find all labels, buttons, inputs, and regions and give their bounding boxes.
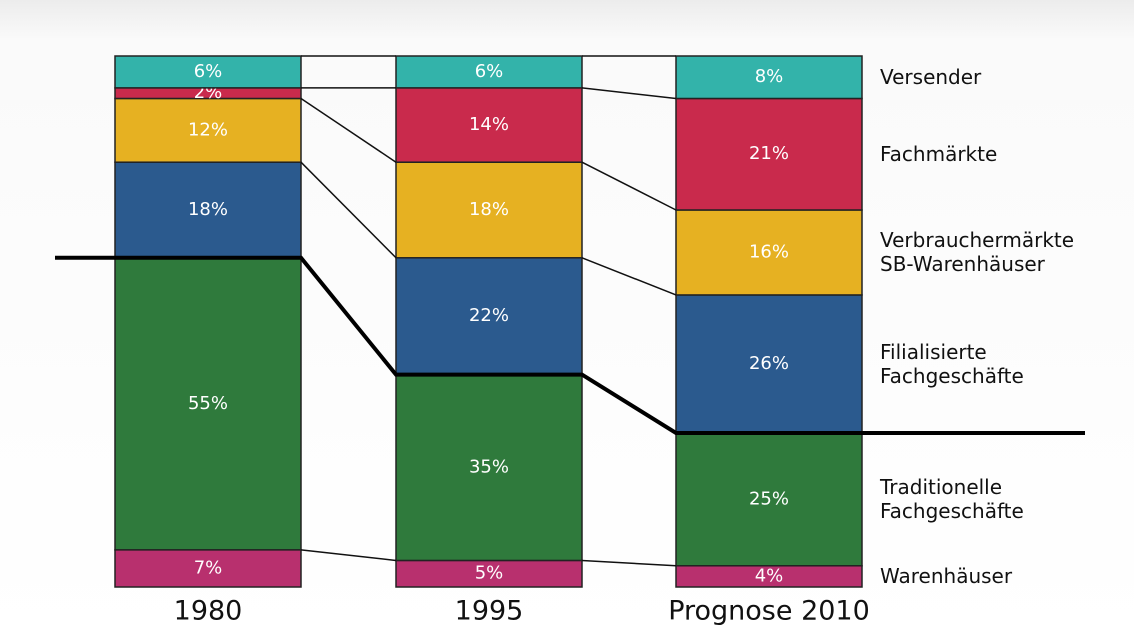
connector xyxy=(300,161,397,259)
bar-segment xyxy=(395,87,583,163)
value-label: 25% xyxy=(749,488,789,509)
value-label: 6% xyxy=(194,61,223,82)
connector xyxy=(581,257,677,296)
bar-segment xyxy=(675,432,863,567)
bar-segment xyxy=(675,97,863,211)
bar-segment xyxy=(675,294,863,434)
connector xyxy=(300,549,397,562)
bar-segment xyxy=(114,97,302,163)
value-label: 5% xyxy=(475,563,504,584)
value-label: 55% xyxy=(188,393,228,414)
bar-segment xyxy=(395,161,583,259)
legend-entry: Verbrauchermärkte SB-Warenhäuser xyxy=(880,228,1075,277)
value-label: 8% xyxy=(755,66,784,87)
connector xyxy=(300,97,397,163)
value-label: 26% xyxy=(749,353,789,374)
value-label: 6% xyxy=(475,61,504,82)
bar-segment xyxy=(395,55,583,89)
value-label: 7% xyxy=(194,557,223,578)
legend-entry: Fachmärkte xyxy=(880,142,998,167)
legend-entry: Filialisierte Fachgeschäfte xyxy=(880,339,1024,388)
bar-segment xyxy=(114,257,302,551)
x-tick-label: Prognose 2010 xyxy=(668,596,870,627)
value-label: 35% xyxy=(469,457,509,478)
connector xyxy=(581,87,677,100)
x-tick-label: 1980 xyxy=(174,596,243,627)
bar-segment xyxy=(395,373,583,562)
value-label: 12% xyxy=(188,119,228,140)
value-label: 18% xyxy=(469,199,509,220)
value-label: 22% xyxy=(469,305,509,326)
value-label: 4% xyxy=(755,565,784,586)
legend-entry: Versender xyxy=(880,65,982,90)
bar-segment xyxy=(114,549,302,588)
highlight-boundary xyxy=(55,255,1085,436)
connector xyxy=(581,161,677,211)
value-label: 16% xyxy=(749,241,789,262)
bar-segment xyxy=(675,209,863,296)
connector xyxy=(581,559,677,567)
bar-segment xyxy=(114,55,302,89)
x-tick-label: 1995 xyxy=(455,596,524,627)
value-label: 14% xyxy=(469,114,509,135)
value-label: 21% xyxy=(749,143,789,164)
bar-segment xyxy=(675,55,863,100)
value-label: 18% xyxy=(188,199,228,220)
legend-entry: Traditionelle Fachgeschäfte xyxy=(880,475,1024,524)
legend-entry: Warenhäuser xyxy=(880,564,1013,589)
